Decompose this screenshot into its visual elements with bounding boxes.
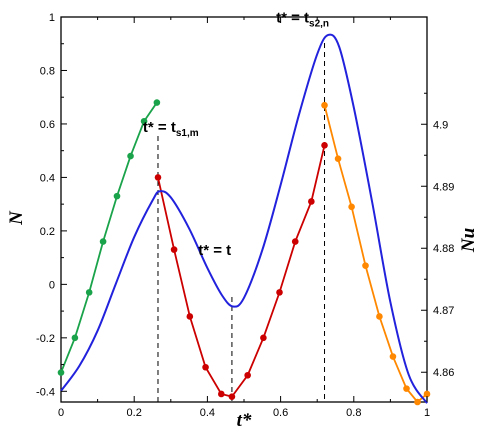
data-point (334, 155, 342, 163)
data-point (154, 174, 162, 181)
data-point (260, 334, 267, 342)
y-left-tick-label: -0.4 (36, 386, 55, 398)
x-tick-label: 0.6 (273, 407, 288, 419)
data-point (276, 289, 283, 296)
data-point (414, 398, 421, 406)
series-line (323, 105, 428, 404)
series-4 (60, 33, 428, 404)
x-tick-label: 0.2 (127, 407, 142, 419)
y-left-tick-label: 0.8 (40, 65, 55, 77)
annotation-label: t* = ts1,m (143, 119, 199, 139)
data-point (308, 198, 315, 205)
x-tick-label: 1 (424, 407, 430, 419)
y-right-tick-label: 4.88 (433, 243, 454, 255)
data-point (170, 246, 178, 253)
y-right-tick-label: 4.87 (433, 305, 454, 317)
data-point (244, 371, 251, 379)
series-line (60, 102, 158, 373)
data-point (113, 192, 121, 200)
data-point (140, 117, 148, 125)
data-point (389, 353, 397, 360)
y-left-tick-label: 0.6 (40, 119, 55, 131)
y-left-tick-label: 1 (49, 12, 55, 24)
y-right-tick-label: 4.89 (433, 181, 454, 193)
data-point (348, 203, 355, 211)
y-left-tick-label: 0.4 (40, 172, 55, 184)
series-3 (321, 101, 431, 406)
data-point (153, 99, 161, 106)
x-tick-label: 0.4 (200, 407, 215, 419)
data-point (99, 238, 107, 245)
data-point (228, 393, 236, 400)
data-point (218, 390, 225, 398)
data-point (423, 390, 431, 398)
data-point (71, 334, 79, 342)
y-left-tick-label: 0 (49, 279, 55, 291)
data-point (85, 289, 93, 296)
x-tick-label: 0.8 (346, 407, 361, 419)
left-y-axis-label: N (6, 210, 27, 226)
plot-frame (60, 16, 428, 403)
annotation-label: t* = t (198, 242, 231, 259)
data-point (362, 262, 369, 269)
series-line (60, 33, 428, 404)
y-right-tick-label: 4.9 (433, 119, 448, 131)
data-point (57, 369, 65, 376)
guide-lines (157, 43, 326, 402)
data-point (127, 152, 134, 160)
annotations: t* = ts1,m t* = t t* = ts2,n (143, 9, 329, 259)
x-axis-label: t* (237, 410, 252, 431)
y-left-tick-label: -0.2 (36, 333, 55, 345)
data-point (376, 313, 383, 320)
data-point (202, 363, 209, 371)
data-point (291, 238, 299, 245)
annotation-label: t* = ts2,n (276, 9, 329, 29)
series-1 (57, 99, 161, 376)
y-left-tick-label: 0.2 (40, 226, 55, 238)
data-point (186, 313, 194, 320)
data-point (321, 101, 328, 109)
series-layer (57, 33, 431, 406)
data-point (321, 142, 328, 149)
right-y-axis-label: Nu (458, 228, 479, 253)
data-point (403, 385, 410, 392)
y-right-tick-label: 4.86 (433, 367, 454, 379)
series-line (157, 145, 326, 398)
axis-ticks: 0 0.2 0.4 0.6 0.8 1 -0.4 -0.2 0 0.2 0.4 0.6 0.8 1 4.86… (36, 12, 454, 419)
series-2 (154, 142, 328, 400)
x-tick-label: 0 (58, 407, 64, 419)
